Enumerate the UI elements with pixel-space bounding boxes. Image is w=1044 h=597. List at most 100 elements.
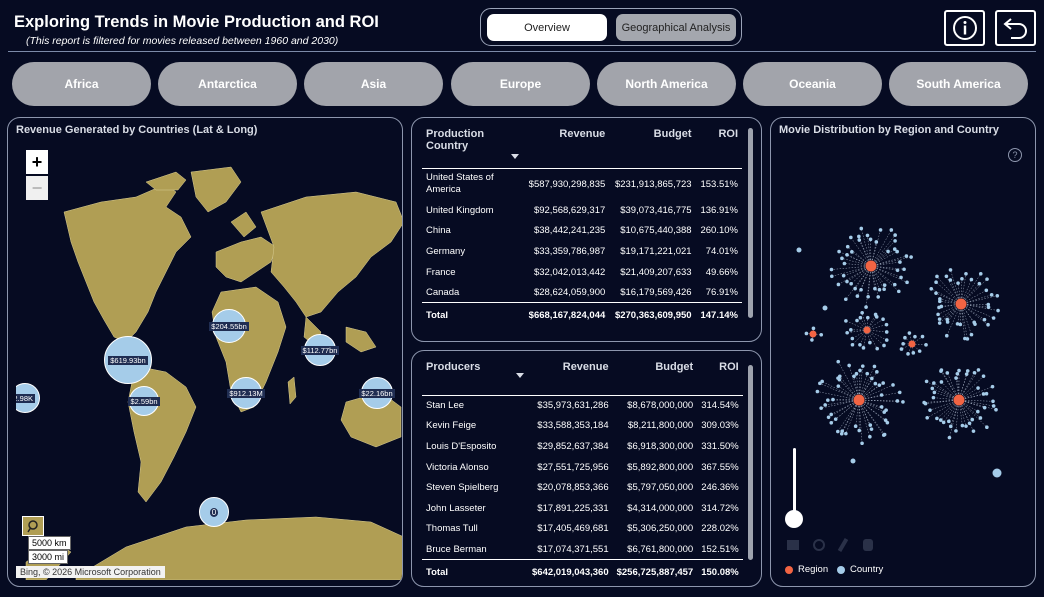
network-edge (925, 399, 960, 404)
back-button[interactable] (995, 10, 1036, 46)
country-node (969, 332, 974, 337)
zoom-in-button[interactable]: + (26, 150, 48, 174)
country-node (970, 417, 975, 422)
column-header-roi[interactable]: ROI (719, 361, 739, 373)
country-node (881, 433, 886, 437)
column-header-budget[interactable]: Budget (655, 361, 694, 373)
revenue-bubble[interactable]: $912.13M (227, 377, 265, 409)
network-edge (960, 273, 967, 305)
slider-handle[interactable] (785, 510, 803, 528)
network-edge (931, 288, 962, 305)
revenue-bubble[interactable]: $2.59bn (128, 386, 160, 416)
toolbar-pen-icon[interactable] (837, 537, 849, 553)
map-panel-title: Revenue Generated by Countries (Lat & Lo… (16, 124, 258, 136)
country-node (841, 273, 846, 278)
country-table-scrollbar[interactable] (748, 128, 753, 318)
network-edge (958, 386, 993, 401)
producer-table-scrollbar[interactable] (748, 365, 753, 560)
network-edge (858, 399, 872, 430)
region-button-asia[interactable]: Asia (304, 62, 443, 106)
info-button[interactable] (944, 10, 985, 46)
slider-track[interactable] (793, 448, 796, 518)
country-node (893, 239, 897, 243)
region-button-north-america[interactable]: North America (597, 62, 736, 106)
country-node (838, 374, 842, 379)
country-node (882, 283, 887, 287)
table-row[interactable]: United States of America $587,930,298,83… (422, 168, 742, 200)
country-node (849, 235, 853, 240)
revenue-bubble[interactable]: 2.98K (16, 383, 40, 413)
table-row[interactable]: Bruce Berman $17,074,371,551 $6,761,800,… (426, 543, 739, 555)
table-row[interactable]: Victoria Alonso $27,551,725,956 $5,892,8… (426, 461, 739, 473)
country-node (964, 424, 968, 428)
back-arrow-icon (1002, 18, 1027, 39)
column-header-revenue[interactable]: Revenue (559, 128, 606, 140)
network-edge (946, 276, 962, 305)
region-button-south-america[interactable]: South America (889, 62, 1028, 106)
table-row[interactable]: Germany $33,359,786,987 $19,171,221,021 … (426, 245, 738, 257)
location-icon[interactable] (22, 516, 44, 536)
region-button-antarctica[interactable]: Antarctica (158, 62, 297, 106)
revenue-bubble[interactable]: $112.77bn (300, 334, 340, 366)
region-button-oceania[interactable]: Oceania (743, 62, 882, 106)
country-node (991, 316, 996, 320)
column-header-revenue[interactable]: Revenue (562, 361, 609, 373)
column-header-roi[interactable]: ROI (718, 128, 738, 140)
tab-geographical-analysis[interactable]: Geographical Analysis (616, 14, 736, 41)
toolbar-square-icon[interactable] (787, 540, 799, 550)
world-map[interactable]: $619.93bn $204.55bn $112.77bn $912.13M $… (16, 142, 402, 580)
column-header-producers[interactable]: Producers (422, 359, 528, 395)
country-node (972, 370, 977, 375)
network-edge (866, 317, 868, 331)
toolbar-refresh-icon[interactable] (813, 539, 825, 551)
table-row[interactable]: Louis D'Esposito $29,852,637,384 $6,918,… (426, 440, 739, 452)
country-node (925, 415, 929, 420)
country-node (903, 335, 907, 340)
country-node (864, 305, 868, 309)
country-node (858, 343, 862, 347)
network-graph[interactable] (779, 198, 1029, 528)
region-button-europe[interactable]: Europe (451, 62, 590, 106)
table-row[interactable]: China $38,442,241,235 $10,675,440,388 26… (426, 225, 738, 237)
bubble-label: $22.16bn (359, 388, 395, 398)
network-edge (870, 248, 895, 267)
table-row[interactable]: Kevin Feige $33,588,353,184 $8,211,800,0… (426, 420, 739, 432)
revenue-bubble[interactable]: $204.55bn (209, 309, 249, 343)
region-node (865, 260, 877, 272)
table-row[interactable]: France $32,042,013,442 $21,409,207,633 4… (426, 266, 738, 278)
tab-overview[interactable]: Overview (487, 14, 607, 41)
country-node (948, 424, 953, 429)
producer-table: Producers Revenue Budget ROI Stan Lee $3… (422, 359, 743, 584)
country-node (957, 368, 961, 373)
table-row[interactable]: Thomas Tull $17,405,469,681 $5,306,250,0… (426, 523, 739, 535)
region-node (853, 394, 865, 406)
revenue-bubble[interactable]: $22.16bn (359, 377, 395, 409)
country-node (938, 418, 943, 422)
column-header-production-country[interactable]: Production Country (422, 126, 523, 168)
network-edge (870, 265, 905, 270)
table-row[interactable]: Canada $28,624,059,900 $16,179,569,426 7… (426, 286, 738, 298)
revenue-bubble[interactable]: $619.93bn (104, 336, 152, 384)
country-node (985, 425, 989, 430)
column-header-budget[interactable]: Budget (653, 128, 692, 140)
country-node (939, 380, 944, 384)
network-edge (960, 303, 972, 335)
country-node (945, 317, 950, 322)
country-node (819, 332, 824, 337)
country-node (879, 393, 884, 397)
network-edge (949, 399, 960, 438)
table-row[interactable]: Steven Spielberg $20,078,853,366 $5,797,… (426, 482, 739, 494)
zoom-out-button[interactable]: − (26, 176, 48, 200)
network-edge (870, 265, 899, 292)
question-circle-icon[interactable]: ? (1008, 148, 1022, 162)
country-node (891, 383, 895, 387)
toolbar-hand-icon[interactable] (863, 539, 873, 551)
table-row[interactable]: United Kingdom $92,568,629,317 $39,073,4… (426, 204, 738, 216)
revenue-bubble[interactable]: 0 (199, 497, 229, 527)
table-row[interactable]: John Lasseter $17,891,225,331 $4,314,000… (426, 502, 739, 514)
region-button-africa[interactable]: Africa (12, 62, 151, 106)
country-node (932, 390, 937, 395)
table-row[interactable]: Stan Lee $35,973,631,286 $8,678,000,000 … (422, 395, 743, 416)
country-node (937, 317, 942, 321)
country-node (965, 369, 970, 373)
